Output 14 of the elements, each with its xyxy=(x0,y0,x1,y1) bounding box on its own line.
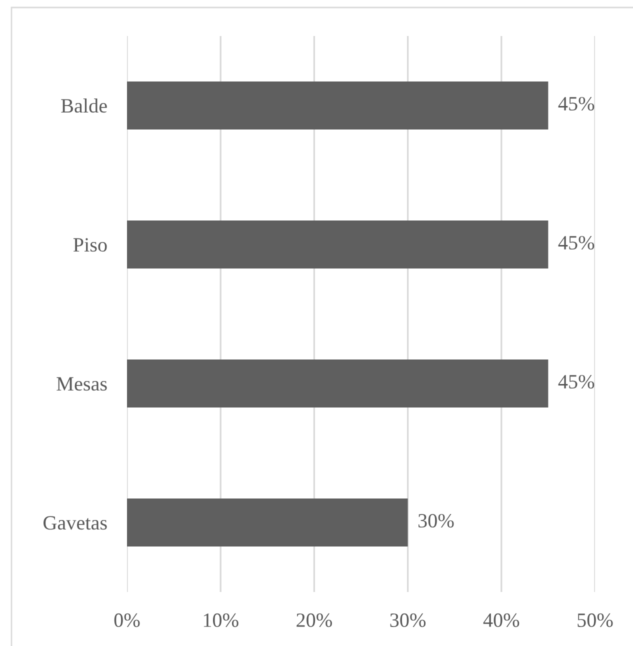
data-label: 45% xyxy=(558,96,594,111)
data-label: 30% xyxy=(418,514,454,528)
data-label: 45% xyxy=(558,236,594,250)
x-tick-label: 20% xyxy=(296,613,332,628)
x-tick-label: 0% xyxy=(114,613,140,628)
x-tick-label: 10% xyxy=(204,613,238,628)
y-tick-label: Gavetas xyxy=(44,516,107,530)
data-label: 45% xyxy=(558,374,594,389)
x-tick-label: 40% xyxy=(483,613,520,628)
x-tick-label: 50% xyxy=(578,613,613,628)
y-tick-label: Balde xyxy=(61,98,107,113)
x-tick-label: 30% xyxy=(390,613,426,628)
y-tick-label: Mesas xyxy=(56,377,107,391)
y-tick-label: Piso xyxy=(73,238,107,252)
